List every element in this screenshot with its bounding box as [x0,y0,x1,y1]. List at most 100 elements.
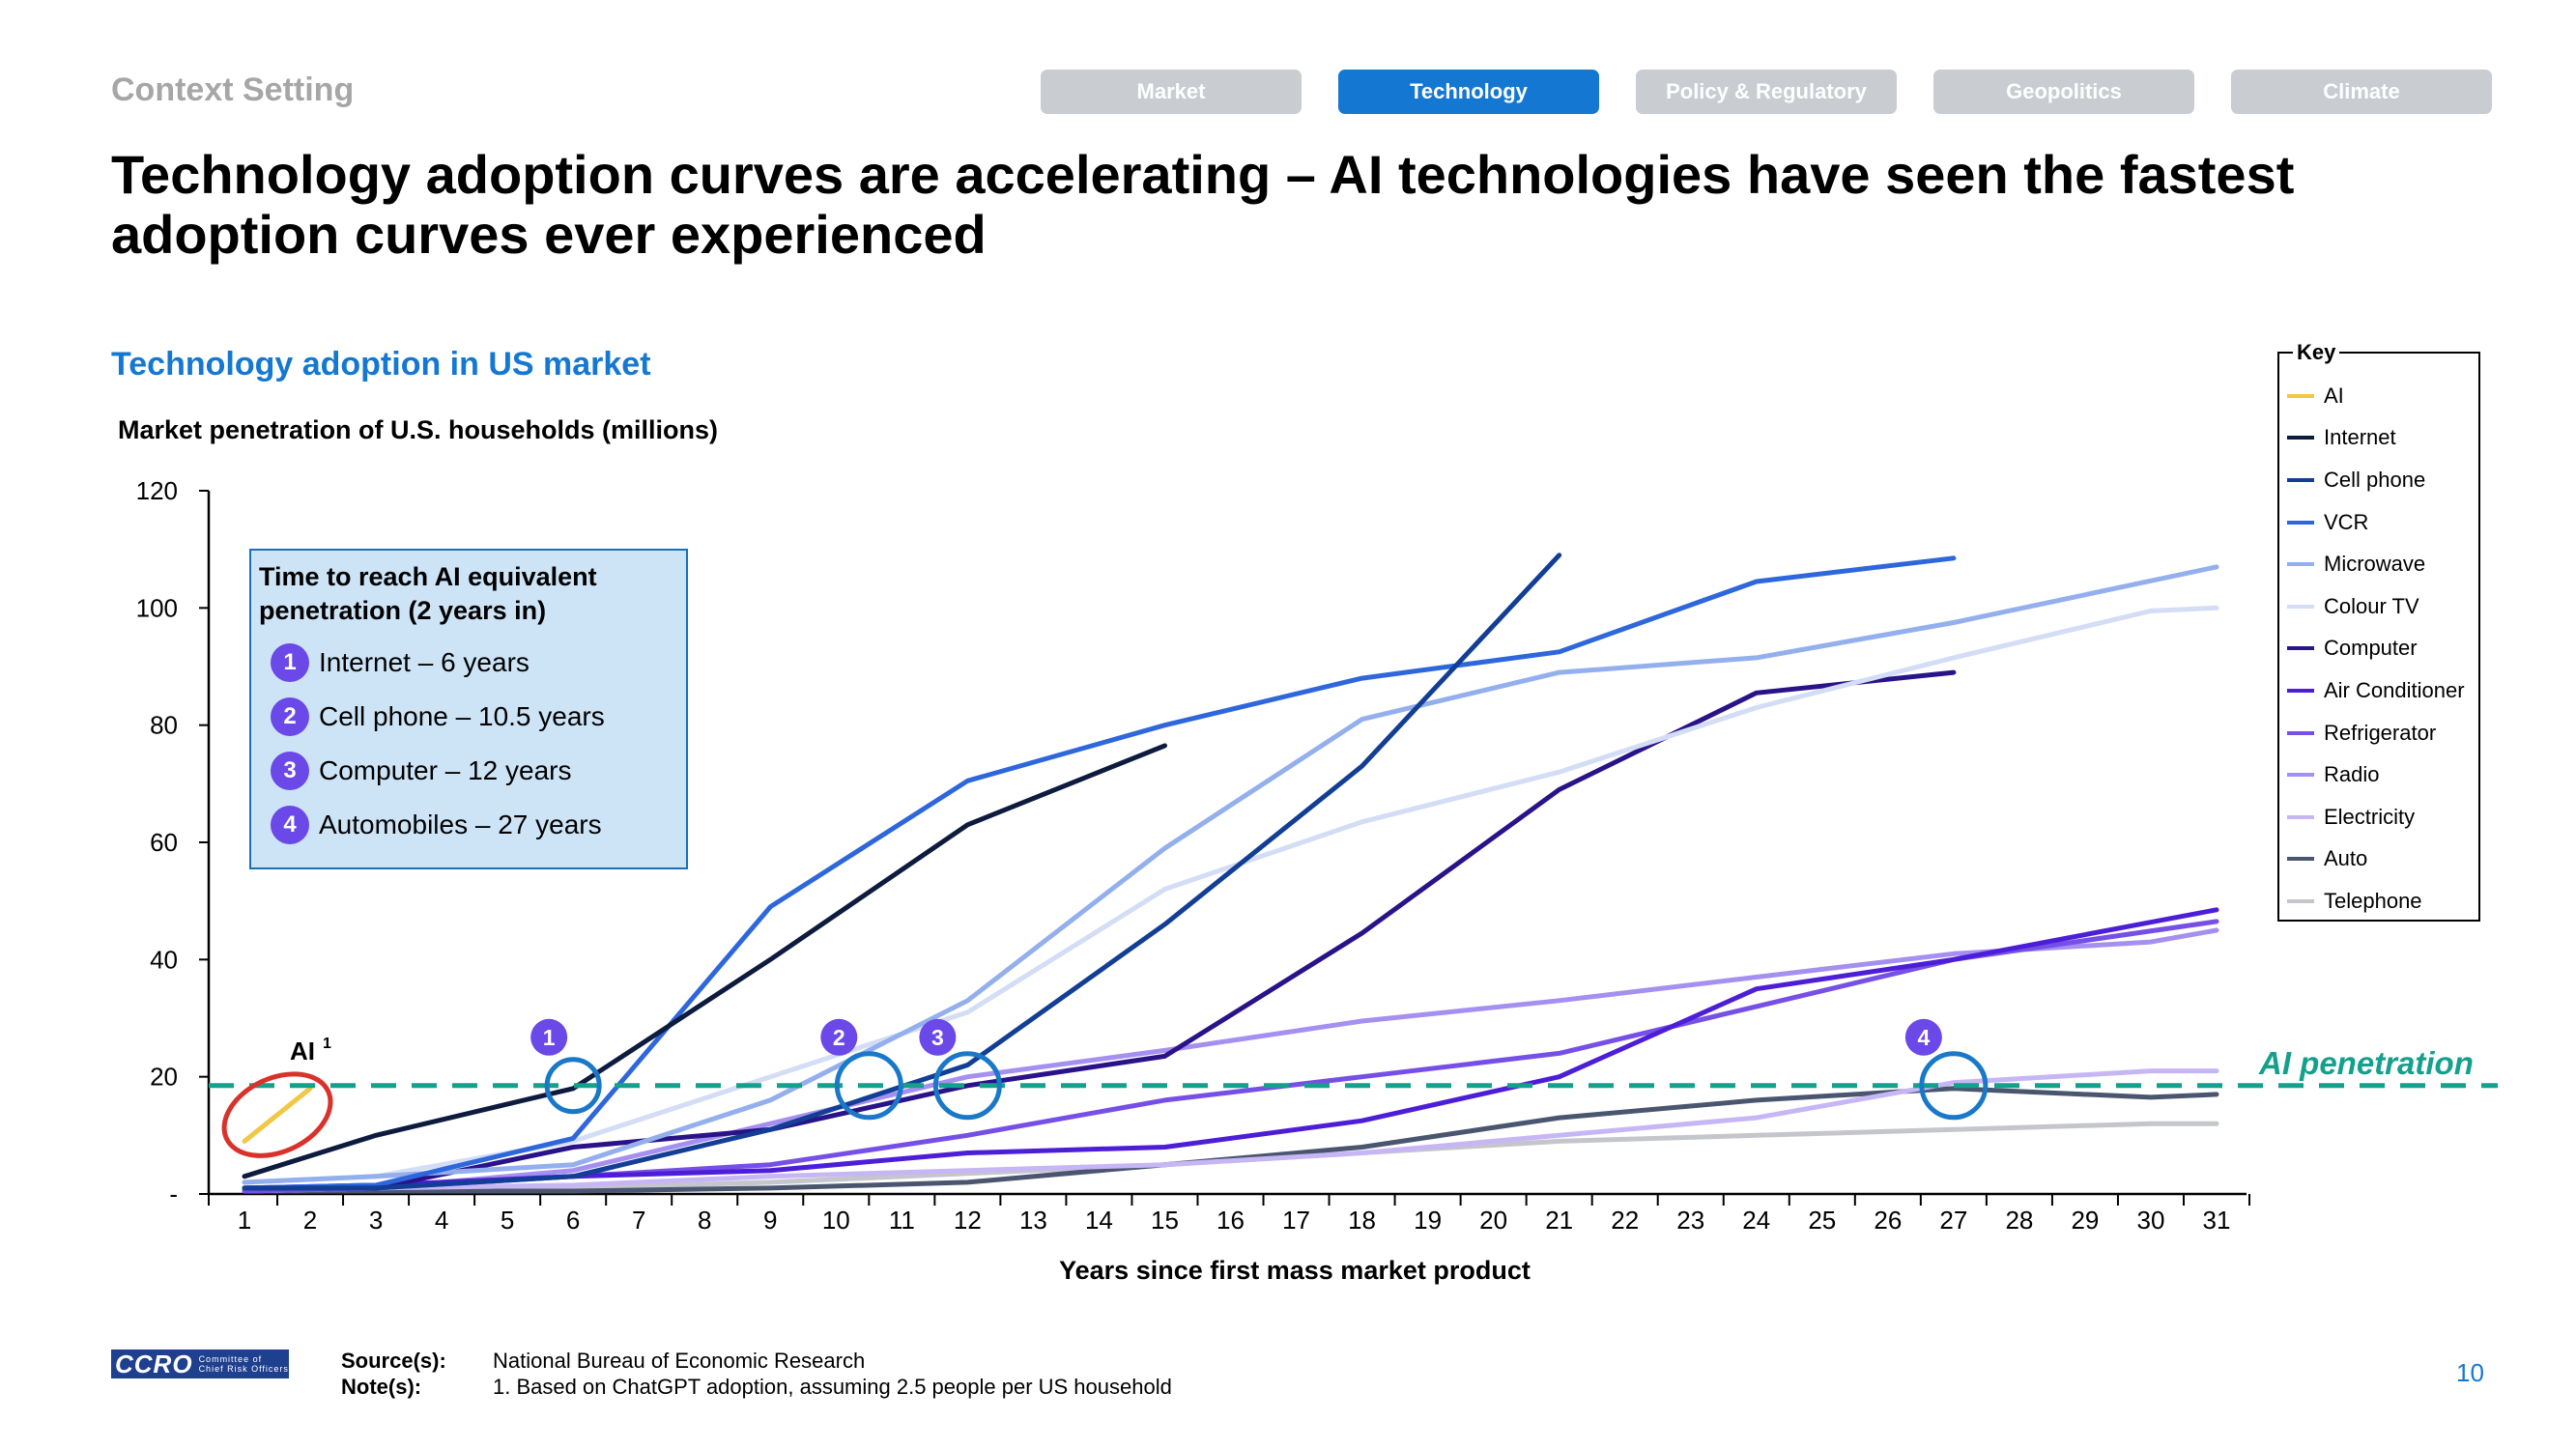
series-line-ai [242,1086,313,1144]
legend-item: VCR [2287,501,2478,544]
legend-label: Refrigerator [2324,720,2437,745]
legend-item: Electricity [2287,796,2478,838]
x-tick-label: 18 [1348,1206,1376,1235]
number-badge: 2 [271,697,309,736]
marker-badge-number: 3 [931,1025,944,1050]
x-tick-label: 6 [566,1206,580,1235]
callout-item-text: Automobiles – 27 years [319,810,602,839]
callout-item: 1 Internet – 6 years [259,643,678,682]
x-tick-label: 10 [822,1206,850,1235]
ai-series-label: AI [290,1037,315,1065]
x-tick-label: 1 [238,1206,251,1235]
callout-item-text: Computer – 12 years [319,755,572,785]
legend-swatch [2287,520,2314,525]
x-tick-label: 15 [1151,1206,1179,1235]
callout-item: 2 Cell phone – 10.5 years [259,697,678,736]
legend-swatch [2287,898,2314,903]
x-tick-label: 24 [1742,1206,1770,1235]
x-tick-label: 21 [1545,1206,1573,1235]
legend-swatch [2287,562,2314,567]
callout-title: Time to reach AI equivalent penetration … [259,562,597,625]
legend-swatch [2287,646,2314,651]
x-tick-label: 19 [1414,1206,1442,1235]
x-tick-label: 14 [1085,1206,1113,1235]
x-axis-label: Years since first mass market product [1059,1256,1531,1285]
number-badge: 1 [271,643,309,682]
x-tick-label: 20 [1479,1206,1507,1235]
legend-item: Refrigerator [2287,712,2478,754]
x-tick-label: 26 [1874,1206,1902,1235]
marker-badge-number: 2 [833,1025,845,1050]
legend-item: Radio [2287,753,2478,796]
marker-badge [919,1018,957,1056]
marker-badge-number: 1 [543,1025,556,1050]
x-tick-label: 5 [501,1206,514,1235]
x-tick-label: 25 [1808,1206,1836,1235]
legend-swatch [2287,773,2314,778]
ai-highlight-ellipse [221,1071,333,1158]
series-line-microwave [242,564,2219,1185]
legend-item: Air Conditioner [2287,669,2478,712]
legend-item: Microwave [2287,543,2478,585]
context-label: Context Setting [111,71,355,108]
legend-label: Telephone [2324,888,2422,913]
section-tabs: Market Technology Policy & Regulatory Ge… [1041,70,2492,114]
callout-item-text: Cell phone – 10.5 years [319,701,605,731]
x-tick-label: 9 [763,1206,777,1235]
penetration-circle [1919,1051,1989,1121]
marker-badge-number: 4 [1917,1025,1930,1050]
legend-label: Auto [2324,846,2368,871]
logo-subtext: Committee of Chief Risk Officers [198,1354,289,1374]
ai-penetration-label: AI penetration [2258,1045,2474,1081]
x-tick-label: 30 [2137,1206,2165,1235]
y-tick-label: - [169,1179,178,1208]
sources-label: Source(s): [341,1349,446,1373]
legend-swatch [2287,604,2314,609]
x-tick-label: 31 [2203,1206,2231,1235]
time-to-reach-callout: Time to reach AI equivalent penetration … [249,549,688,869]
y-tick-label: 100 [136,593,178,622]
x-tick-label: 3 [369,1206,383,1235]
y-tick-label: 40 [150,945,178,974]
marker-badge [530,1018,568,1056]
tab-technology[interactable]: Technology [1338,70,1599,114]
penetration-circle [544,1057,602,1115]
legend-label: Electricity [2324,804,2416,829]
y-axis-label: Market penetration of U.S. households (m… [118,415,719,444]
legend-swatch [2287,814,2314,819]
legend-swatch [2287,688,2314,693]
tab-market[interactable]: Market [1041,70,1302,114]
tab-policy-regulatory[interactable]: Policy & Regulatory [1636,70,1897,114]
page-number: 10 [2456,1358,2484,1387]
legend-label: Air Conditioner [2324,677,2465,702]
legend-item: Computer [2287,628,2478,670]
legend-swatch [2287,730,2314,735]
x-tick-label: 23 [1676,1206,1704,1235]
x-tick-label: 28 [2005,1206,2033,1235]
legend-label: Computer [2324,636,2418,661]
legend-item: Colour TV [2287,585,2478,628]
notes-text: 1. Based on ChatGPT adoption, assuming 2… [493,1375,1172,1399]
tab-geopolitics[interactable]: Geopolitics [1933,70,2194,114]
x-tick-label: 29 [2071,1206,2099,1235]
series-line-refrigerator [242,919,2219,1194]
callout-item: 4 Automobiles – 27 years [259,806,678,844]
legend-item: Auto [2287,838,2478,881]
legend-label: Cell phone [2324,467,2426,492]
y-tick-label: 60 [150,828,178,857]
tab-climate[interactable]: Climate [2231,70,2492,114]
legend-item: Internet [2287,417,2478,460]
legend-label: AI [2324,383,2344,408]
legend-swatch [2287,393,2314,398]
x-tick-label: 22 [1611,1206,1639,1235]
penetration-circle [834,1051,903,1121]
legend-label: Microwave [2324,552,2426,577]
legend-item: AI [2287,375,2478,417]
series-line-cell-phone [242,553,1562,1191]
x-tick-label: 17 [1282,1206,1310,1235]
chart-legend: Key AI Internet Cell phone VCR Microwave Colo… [2277,340,2480,922]
page-title: Technology adoption curves are accelerat… [111,144,2295,265]
number-badge: 4 [271,806,309,844]
legend-item: Cell phone [2287,459,2478,501]
callout-item: 3 Computer – 12 years [259,752,678,790]
